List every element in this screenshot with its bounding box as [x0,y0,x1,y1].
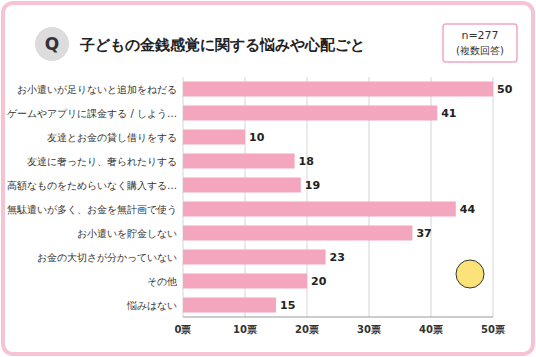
category-label: お小遣いを貯金しない [77,228,177,239]
tick-label: 50票 [481,324,505,335]
q-letter: Q [45,34,59,54]
data-label: 10 [249,131,265,144]
category-label: 友達に奢ったり、奢られたりする [27,156,177,167]
bar [183,250,326,265]
data-label: 18 [299,155,314,168]
bar [183,274,307,289]
sample-note: (複数回答) [456,45,504,56]
data-label: 20 [311,275,327,288]
tick-label: 0票 [175,324,192,335]
bar [183,178,301,193]
bar [183,154,295,169]
data-label: 44 [460,203,476,216]
data-label: 37 [416,227,431,240]
x-axis [183,317,493,318]
category-label: その他 [147,276,177,287]
bar [183,226,412,241]
data-label: 23 [330,251,345,264]
grid-line [493,77,494,317]
category-label: 無駄遣いが多く、お金を無計画で使う [7,204,177,215]
category-label: お小遣いが足りないと追加をねだる [17,84,177,95]
chart-root: Q 子どもの金銭感覚に関する悩みや心配ごと n=277 (複数回答) 0票 10票 20票 3… [0,0,536,357]
category-label: 高額なものをためらいなく購入する… [7,180,177,191]
decoration [456,260,484,288]
bar [183,298,276,313]
sample-size: n=277 [461,29,498,42]
category-label: 友達とお金の貸し借りをする [47,132,177,143]
tick-label: 20票 [295,324,319,335]
tick-label: 10票 [233,324,257,335]
title: 子どもの金銭感覚に関する悩みや心配ごと [79,36,365,54]
q-badge [35,27,69,61]
data-label: 50 [497,83,513,96]
bar [183,106,437,121]
tick-label: 30票 [357,324,381,335]
tick-label: 40票 [419,324,443,335]
data-label: 41 [441,107,456,120]
data-label: 19 [305,179,320,192]
data-label: 15 [280,299,295,312]
category-label: お金の大切さが分かっていない [37,252,177,263]
bar [183,82,493,97]
category-label: 悩みはない [126,300,177,311]
category-label: ゲームやアプリに課金する / しよう… [7,108,177,119]
card-frame [3,3,533,354]
sample-badge [443,24,517,62]
bar [183,202,456,217]
bars [183,82,493,313]
bar [183,130,245,145]
